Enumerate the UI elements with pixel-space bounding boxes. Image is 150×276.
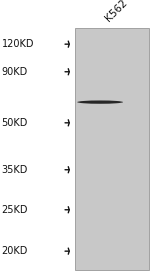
Bar bbox=[75, 28, 148, 270]
Text: K562: K562 bbox=[103, 0, 129, 23]
Text: 90KD: 90KD bbox=[2, 67, 28, 77]
Text: 120KD: 120KD bbox=[2, 39, 34, 49]
Text: 25KD: 25KD bbox=[2, 205, 28, 215]
Text: 35KD: 35KD bbox=[2, 165, 28, 175]
Ellipse shape bbox=[77, 100, 123, 104]
Text: 50KD: 50KD bbox=[2, 118, 28, 128]
Text: 20KD: 20KD bbox=[2, 246, 28, 256]
